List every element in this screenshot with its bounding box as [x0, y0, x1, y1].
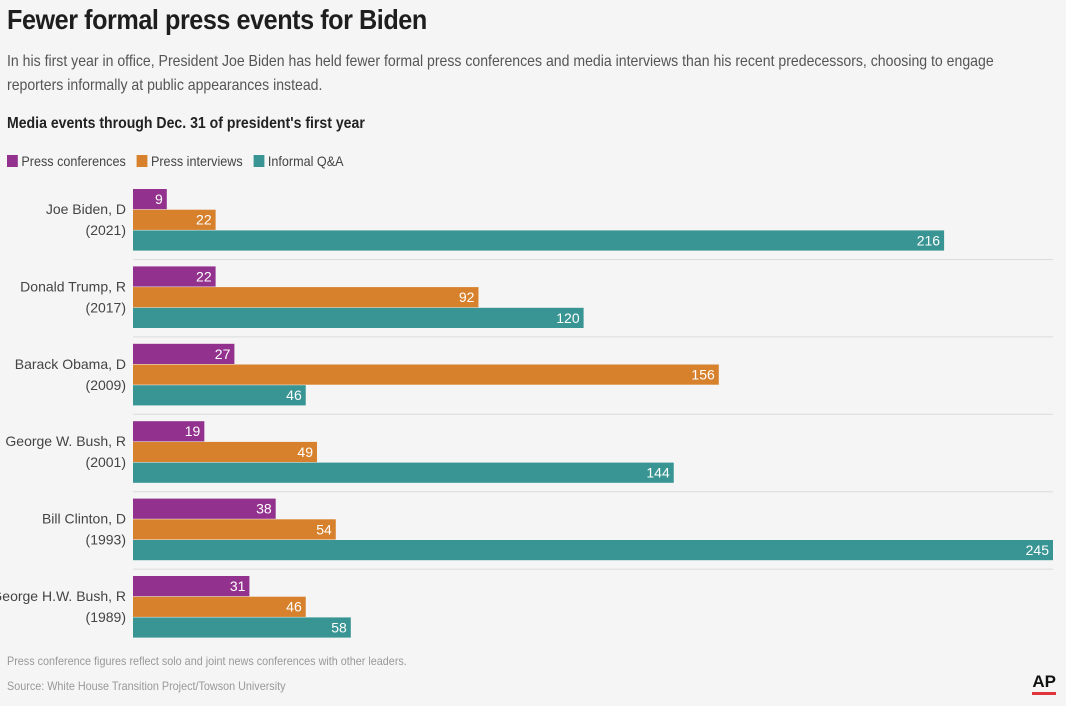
data-label-press-conferences: 9: [155, 191, 163, 207]
bar-press-conferences: [133, 576, 250, 597]
bar-press-interviews: [133, 441, 317, 463]
bar-informal-qa: [133, 462, 674, 483]
category-year-label: (2009): [86, 377, 126, 393]
category-label: Bill Clinton, D: [42, 511, 126, 527]
category-label: Joe Biden, D: [46, 201, 126, 217]
bar-press-conferences: [133, 343, 235, 364]
data-label-press-interviews: 46: [286, 599, 302, 615]
legend-item-press-interviews: Press interviews: [136, 153, 243, 169]
legend-swatch-informal-qa: [253, 155, 265, 167]
bar-informal-qa: [133, 540, 1053, 561]
bar-informal-qa: [133, 617, 351, 638]
category-year-label: (1989): [86, 609, 126, 625]
bar-press-interviews: [133, 519, 336, 540]
bar-group-george-h-w-bush-r: George H.W. Bush, R (1989) 31 46 58: [0, 576, 351, 638]
legend-label-press-conferences: Press conferences: [21, 153, 126, 169]
data-label-press-conferences: 22: [196, 268, 212, 284]
legend-label-informal-qa: Informal Q&A: [267, 153, 344, 169]
legend-swatch-press-conferences: [7, 155, 18, 167]
bar-group-barack-obama-d: Barack Obama, D (2009) 27 156 46: [15, 343, 719, 406]
footnote: Press conference figures reflect solo an…: [7, 654, 407, 668]
bar-informal-qa: [133, 230, 945, 251]
legend: Press conferences Press interviews Infor…: [7, 153, 344, 169]
category-label: Barack Obama, D: [15, 356, 126, 372]
bar-group-joe-biden-d: Joe Biden, D (2021) 9 22 216: [46, 189, 945, 251]
bar-informal-qa: [133, 307, 584, 328]
legend-swatch-press-interviews: [136, 155, 148, 167]
bar-press-conferences: [133, 266, 216, 287]
category-year-label: (2021): [86, 222, 126, 238]
category-year-label: (1993): [86, 532, 126, 548]
legend-label-press-interviews: Press interviews: [150, 153, 243, 169]
category-year-label: (2001): [86, 454, 126, 470]
bar-informal-qa: [133, 385, 306, 406]
bar-group-george-w-bush-r: George W. Bush, R (2001) 19 49 144: [5, 421, 674, 483]
bar-group-bill-clinton-d: Bill Clinton, D (1993) 38 54 245: [42, 498, 1053, 561]
bar-press-conferences: [133, 421, 205, 442]
category-year-label: (2017): [86, 299, 126, 315]
data-label-press-interviews: 22: [196, 212, 212, 228]
data-label-informal-qa: 46: [286, 387, 302, 403]
subtitle: In his first year in office, President J…: [7, 53, 994, 94]
ap-logo: AP: [1032, 672, 1056, 695]
data-label-press-interviews: 54: [316, 521, 332, 537]
data-label-press-interviews: 156: [691, 367, 715, 383]
data-label-press-conferences: 31: [230, 578, 246, 594]
data-label-informal-qa: 216: [917, 232, 941, 248]
data-label-informal-qa: 144: [646, 465, 670, 481]
bar-group-donald-trump-r: Donald Trump, R (2017) 22 92 120: [20, 266, 584, 328]
bar-press-interviews: [133, 287, 479, 308]
legend-item-press-conferences: Press conferences: [7, 153, 126, 169]
data-label-informal-qa: 120: [556, 310, 580, 326]
data-label-press-conferences: 38: [256, 501, 272, 517]
source-note: Source: White House Transition Project/T…: [7, 679, 286, 693]
chart-title: Media events through Dec. 31 of presiden…: [7, 115, 365, 132]
data-label-press-interviews: 92: [459, 289, 475, 305]
bar-press-interviews: [133, 596, 306, 617]
category-label: Donald Trump, R: [20, 278, 126, 294]
bar-press-interviews: [133, 364, 719, 385]
bar-press-interviews: [133, 209, 216, 230]
legend-item-informal-qa: Informal Q&A: [253, 153, 344, 169]
data-label-informal-qa: 245: [1026, 542, 1050, 558]
data-label-press-conferences: 19: [185, 423, 201, 439]
bar-press-conferences: [133, 498, 276, 519]
data-label-informal-qa: 58: [331, 619, 347, 635]
bar-press-conferences: [133, 189, 167, 210]
category-label: George H.W. Bush, R: [0, 588, 126, 604]
data-label-press-conferences: 27: [215, 346, 231, 362]
data-label-press-interviews: 49: [297, 444, 313, 460]
category-label: George W. Bush, R: [5, 433, 126, 449]
page-title: Fewer formal press events for Biden: [7, 4, 427, 35]
